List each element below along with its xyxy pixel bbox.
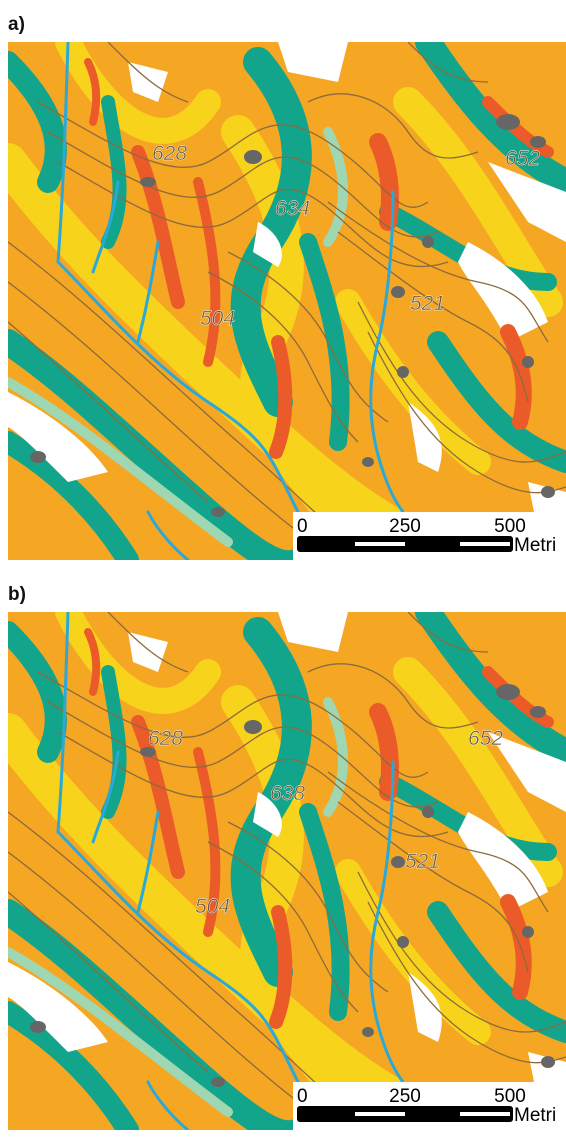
panel-label: a) <box>8 14 25 35</box>
contour-label: 521 <box>405 850 440 873</box>
scale-stripe <box>460 1112 510 1116</box>
scale-stripe <box>355 1112 405 1116</box>
panel-label: b) <box>8 584 26 605</box>
scale-stripe <box>355 542 405 546</box>
scale-stripe <box>460 542 510 546</box>
contour-label: 504 <box>200 307 235 330</box>
contour-label: 628 <box>148 727 183 750</box>
scale-unit: Metri <box>514 1105 556 1126</box>
contour-label: 504 <box>195 895 230 918</box>
scale-tick-label: 0 <box>297 516 308 537</box>
contour-label: 628 <box>152 142 187 165</box>
scale-tick-label: 250 <box>389 516 421 537</box>
contour-label: 652 <box>468 727 503 750</box>
scale-tick-label: 0 <box>297 1086 308 1107</box>
contour-label: 638 <box>270 782 305 805</box>
scale-unit: Metri <box>514 535 556 556</box>
scale-tick-label: 250 <box>389 1086 421 1107</box>
scale-tick-label: 500 <box>494 1086 526 1107</box>
map-image <box>8 612 566 1133</box>
contour-label: 521 <box>410 292 445 315</box>
map-image <box>8 42 566 563</box>
contour-label: 634 <box>275 197 310 220</box>
scale-tick-label: 500 <box>494 516 526 537</box>
contour-label: 652 <box>505 147 540 170</box>
